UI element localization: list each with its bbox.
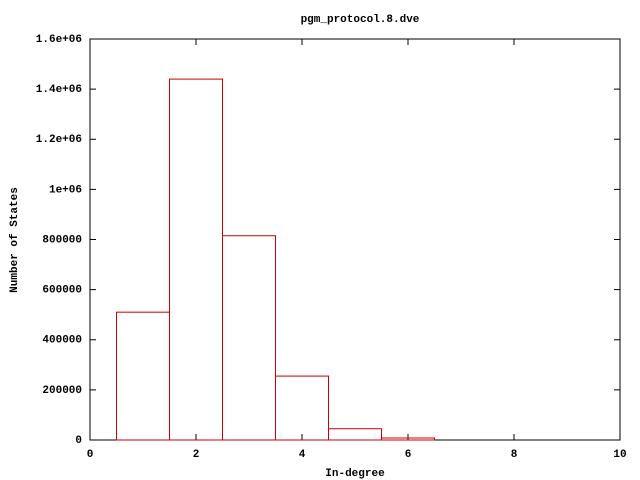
bar xyxy=(381,437,435,441)
y-tick-label: 1.6e+06 xyxy=(36,34,82,46)
y-tick-label: 400000 xyxy=(42,335,82,347)
y-tick-label: 0 xyxy=(75,435,82,447)
y-axis-label: Number of States xyxy=(9,187,21,293)
bar xyxy=(222,235,276,441)
x-tick-label: 10 xyxy=(613,449,626,461)
x-tick-label: 4 xyxy=(299,449,306,461)
x-tick-label: 2 xyxy=(193,449,200,461)
y-tick-label: 1.2e+06 xyxy=(36,134,82,146)
y-tick-label: 200000 xyxy=(42,385,82,397)
y-tick-label: 1e+06 xyxy=(49,184,82,196)
x-tick-label: 0 xyxy=(87,449,94,461)
bar xyxy=(328,428,382,441)
x-tick-label: 8 xyxy=(511,449,518,461)
bar xyxy=(116,311,170,441)
y-tick-label: 600000 xyxy=(42,285,82,297)
y-tick-label: 1.4e+06 xyxy=(36,84,82,96)
x-axis-label: In-degree xyxy=(325,468,385,480)
bar xyxy=(169,78,223,441)
chart-title: pgm_protocol.8.dve xyxy=(301,14,420,26)
x-tick-label: 6 xyxy=(405,449,412,461)
bar xyxy=(275,375,329,441)
y-tick-label: 800000 xyxy=(42,234,82,246)
